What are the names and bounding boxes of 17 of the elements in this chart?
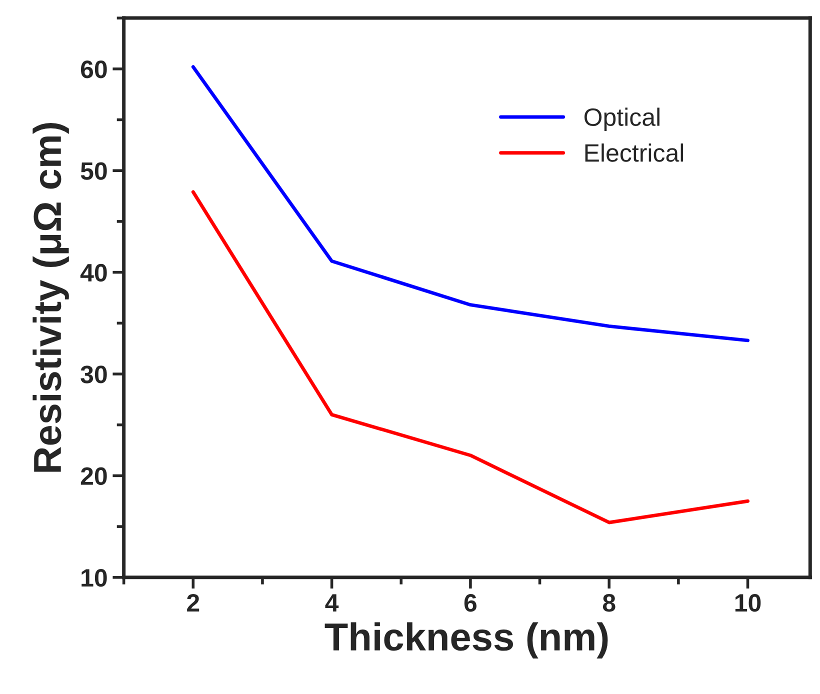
x-tick-label: 4	[325, 594, 339, 612]
legend-label: Optical	[584, 108, 660, 131]
x-tick-label: 6	[464, 594, 477, 612]
y-tick-label: 20	[80, 467, 107, 486]
y-tick-label: 30	[80, 366, 107, 384]
y-tick-label: 40	[80, 264, 107, 282]
legend-label: Electrical	[585, 143, 684, 162]
line-series	[191, 65, 750, 342]
y-tick-label: 60	[80, 60, 107, 78]
y-tick-label: 10	[82, 569, 107, 587]
x-tick-label: 10	[735, 594, 761, 612]
line-series	[191, 190, 750, 524]
y-axis-title: Resistivity (μΩ cm)	[32, 123, 69, 472]
x-tick-label: 8	[602, 594, 616, 612]
x-axis-title: Thickness (nm)	[324, 622, 608, 658]
x-tick-label: 2	[187, 594, 200, 612]
y-tick-label: 50	[80, 162, 107, 180]
